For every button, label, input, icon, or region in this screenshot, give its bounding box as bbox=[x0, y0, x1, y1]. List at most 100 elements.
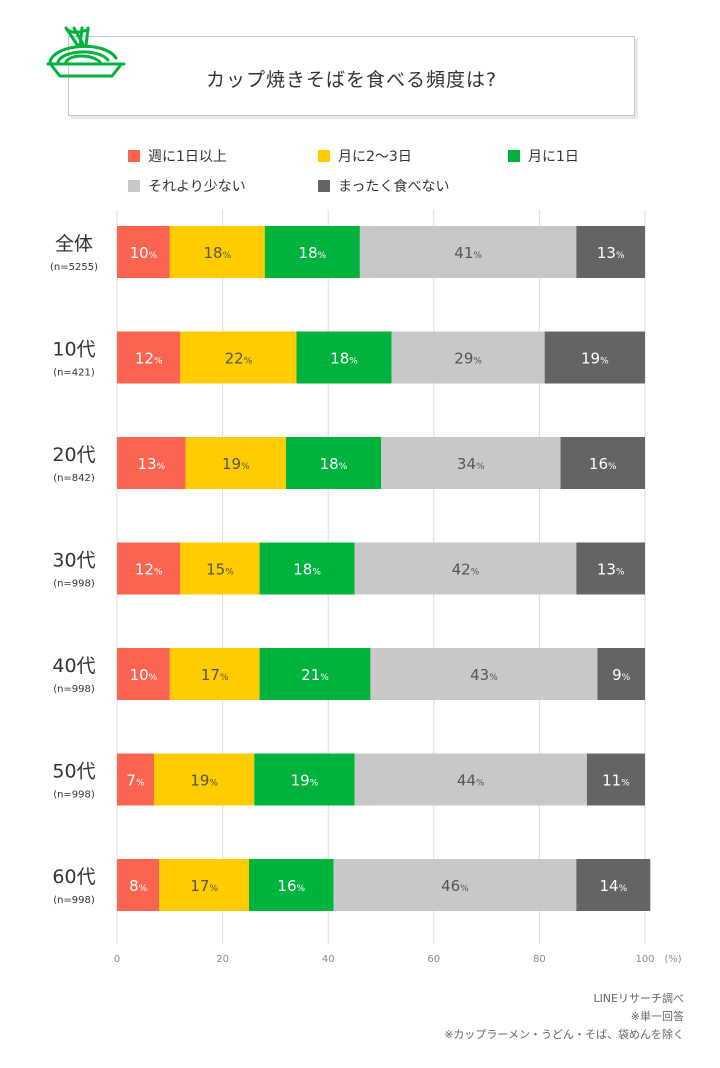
x-tick-label: 100 bbox=[635, 954, 654, 965]
legend-item-less: それより少ない bbox=[128, 176, 246, 196]
data-label: 18% bbox=[330, 350, 358, 368]
data-label: 18% bbox=[299, 244, 327, 262]
bar-segment bbox=[117, 859, 160, 911]
sample-size-label: (n=998) bbox=[53, 684, 95, 695]
sample-size-label: (n=842) bbox=[53, 473, 95, 484]
x-tick-label: 0 bbox=[114, 954, 120, 965]
bar-segment bbox=[259, 648, 371, 700]
data-label: 29% bbox=[454, 350, 482, 368]
data-label: 13% bbox=[597, 561, 625, 579]
data-label: 16% bbox=[277, 877, 305, 895]
legend-label: 月に2〜3日 bbox=[338, 149, 412, 165]
legend-swatch bbox=[128, 180, 140, 192]
bar-segment bbox=[117, 437, 186, 489]
bar-segment bbox=[117, 648, 170, 700]
bar-segment bbox=[586, 753, 645, 806]
bar-segment bbox=[597, 648, 645, 700]
data-label: 15% bbox=[206, 561, 234, 579]
legend-swatch bbox=[128, 150, 140, 162]
data-label: 13% bbox=[137, 455, 165, 473]
sample-size-label: (n=998) bbox=[53, 790, 95, 801]
data-label: 17% bbox=[190, 877, 218, 895]
bar-segment bbox=[249, 859, 334, 911]
legend: 週に1日以上 月に2〜3日 月に1日 それより少ない まったく食べない bbox=[128, 146, 648, 202]
data-label: 41% bbox=[454, 244, 482, 262]
data-label: 44% bbox=[457, 772, 485, 790]
data-label: 19% bbox=[581, 350, 609, 368]
bar-segment bbox=[560, 437, 645, 489]
sample-size-label: (n=5255) bbox=[50, 262, 98, 273]
legend-swatch bbox=[318, 150, 330, 162]
category-label: 10代 bbox=[52, 339, 95, 361]
data-label: 9% bbox=[612, 666, 631, 684]
bar-segment bbox=[576, 859, 651, 911]
data-label: 46% bbox=[441, 877, 469, 895]
bar-segment bbox=[159, 859, 249, 911]
bar-segment bbox=[169, 226, 265, 278]
bar-segment bbox=[117, 226, 170, 278]
bar-segment bbox=[264, 226, 360, 278]
data-label: 14% bbox=[599, 877, 627, 895]
bar-segment bbox=[576, 542, 645, 595]
legend-item-weekly: 週に1日以上 bbox=[128, 146, 227, 166]
bar-segment bbox=[391, 331, 545, 384]
bar-segment bbox=[185, 437, 286, 489]
bar-segment bbox=[180, 542, 260, 595]
data-label: 17% bbox=[201, 666, 229, 684]
data-label: 19% bbox=[291, 772, 319, 790]
data-label: 10% bbox=[130, 666, 158, 684]
bar-segment bbox=[354, 542, 577, 595]
sample-size-label: (n=421) bbox=[53, 368, 95, 379]
title-box: カップ焼きそばを食べる頻度は? bbox=[68, 36, 635, 116]
data-label: 10% bbox=[130, 244, 158, 262]
bar-segment bbox=[544, 331, 645, 384]
data-label: 18% bbox=[293, 561, 321, 579]
data-label: 19% bbox=[190, 772, 218, 790]
bar-segment bbox=[285, 437, 381, 489]
bar-segment bbox=[381, 437, 561, 489]
category-label: 全体 bbox=[55, 233, 93, 255]
chart-title: カップ焼きそばを食べる頻度は? bbox=[205, 69, 498, 91]
data-label: 12% bbox=[135, 350, 163, 368]
bar-segment bbox=[576, 226, 645, 278]
category-label: 20代 bbox=[52, 444, 95, 466]
data-label: 8% bbox=[129, 877, 148, 895]
source-note: LINEリサーチ調べ bbox=[593, 992, 684, 1005]
legend-label: 月に1日 bbox=[528, 149, 579, 165]
category-label: 40代 bbox=[52, 655, 95, 677]
legend-item-2-3-days: 月に2〜3日 bbox=[318, 146, 412, 166]
bar-segment bbox=[153, 753, 255, 806]
x-tick-label: 80 bbox=[533, 954, 546, 965]
data-label: 43% bbox=[470, 666, 498, 684]
data-label: 18% bbox=[320, 455, 348, 473]
x-axis-unit: (%) bbox=[664, 954, 681, 965]
data-label: 13% bbox=[597, 244, 625, 262]
bar-segment bbox=[254, 753, 355, 806]
category-label: 60代 bbox=[52, 866, 95, 888]
bar-segment bbox=[117, 331, 181, 384]
bar-segment bbox=[169, 648, 260, 700]
bar-segment bbox=[296, 331, 392, 384]
category-label: 30代 bbox=[52, 550, 95, 572]
noodle-bowl-icon bbox=[46, 26, 126, 78]
data-label: 34% bbox=[457, 455, 485, 473]
legend-item-never: まったく食べない bbox=[318, 176, 449, 196]
legend-label: それより少ない bbox=[148, 179, 246, 195]
sample-size-label: (n=998) bbox=[53, 895, 95, 906]
bar-segment bbox=[117, 542, 181, 595]
data-label: 11% bbox=[602, 772, 630, 790]
bar-segment bbox=[370, 648, 598, 700]
bar-segment bbox=[259, 542, 355, 595]
bar-segment bbox=[180, 331, 297, 384]
data-label: 7% bbox=[126, 772, 145, 790]
data-label: 42% bbox=[452, 561, 480, 579]
data-label: 12% bbox=[135, 561, 163, 579]
legend-item-1-day: 月に1日 bbox=[508, 146, 579, 166]
bar-segment bbox=[117, 753, 154, 806]
x-tick-label: 60 bbox=[427, 954, 440, 965]
bar-segment bbox=[359, 226, 577, 278]
data-label: 22% bbox=[225, 350, 253, 368]
legend-label: まったく食べない bbox=[338, 179, 450, 195]
category-label: 50代 bbox=[52, 761, 95, 783]
